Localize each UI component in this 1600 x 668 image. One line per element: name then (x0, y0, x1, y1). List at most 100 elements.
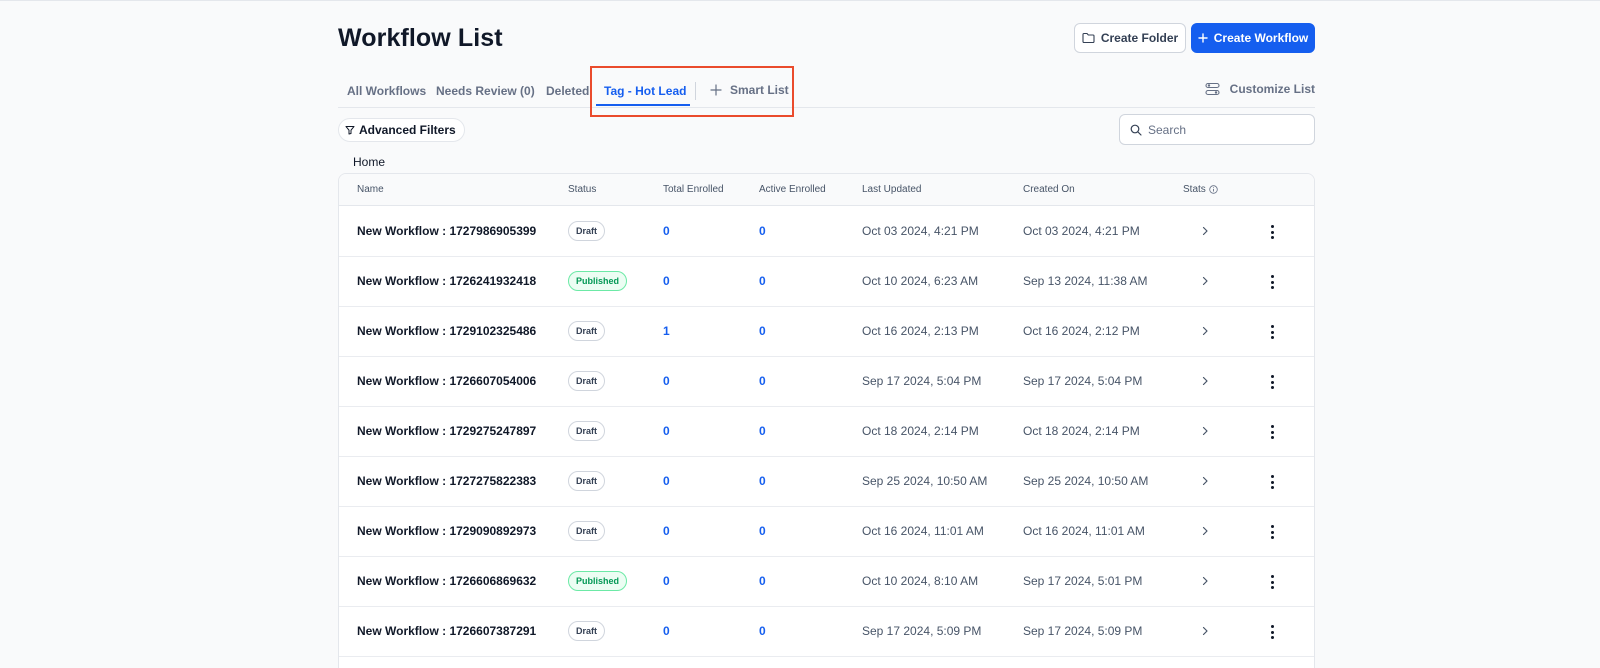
total-enrolled-value[interactable]: 0 (663, 624, 670, 638)
active-enrolled-value[interactable]: 0 (759, 424, 766, 438)
page-content: Workflow List Create Folder Create Workf… (338, 0, 1315, 668)
workflow-name[interactable]: New Workflow : 1727275822383 (357, 474, 537, 488)
active-enrolled-value[interactable]: 0 (759, 274, 766, 288)
tab-all-workflows[interactable]: All Workflows (347, 84, 427, 98)
more-options-icon[interactable] (1266, 223, 1278, 241)
chevron-right-icon[interactable] (1199, 325, 1211, 337)
status-badge: Draft (568, 321, 606, 341)
column-header-created-on[interactable]: Created On (1023, 184, 1075, 195)
created-on-value: Sep 17 2024, 5:09 PM (1023, 624, 1143, 638)
more-options-icon[interactable] (1266, 523, 1278, 541)
table-row[interactable]: New Workflow : 1729102325486 Draft 1 0 Oct 1… (339, 306, 1314, 357)
chevron-right-icon[interactable] (1199, 275, 1211, 287)
search-input[interactable] (1148, 122, 1308, 137)
column-header-name[interactable]: Name (357, 184, 384, 195)
created-on-value: Oct 18 2024, 2:14 PM (1023, 424, 1140, 438)
tab-deleted[interactable]: Deleted (546, 84, 590, 98)
tab-divider (695, 82, 696, 100)
created-on-value: Sep 17 2024, 5:04 PM (1023, 374, 1143, 388)
column-header-stats: Stats (1183, 184, 1218, 195)
customize-list-button[interactable]: Customize List (1205, 82, 1315, 96)
create-folder-label: Create Folder (1100, 31, 1179, 45)
more-options-icon[interactable] (1266, 423, 1278, 441)
status-badge: Draft (568, 621, 606, 641)
more-options-icon[interactable] (1266, 323, 1278, 341)
total-enrolled-value[interactable]: 0 (663, 224, 670, 238)
active-tab-indicator (596, 104, 690, 106)
total-enrolled-value[interactable]: 0 (663, 374, 670, 388)
more-options-icon[interactable] (1266, 473, 1278, 491)
tab-bar: All Workflows Needs Review (0) Deleted T… (338, 66, 1315, 117)
tab-needs-review[interactable]: Needs Review (0) (436, 84, 535, 98)
column-header-status[interactable]: Status (568, 184, 597, 195)
column-header-last-updated[interactable]: Last Updated (862, 184, 922, 195)
create-workflow-label: Create Workflow (1213, 31, 1309, 45)
tab-add-smart-list[interactable]: Smart List (710, 82, 789, 98)
column-header-total-enrolled[interactable]: Total Enrolled (663, 184, 724, 195)
status-badge: Draft (568, 521, 606, 541)
workflow-name[interactable]: New Workflow : 1729102325486 (357, 324, 537, 338)
last-updated-value: Sep 17 2024, 5:04 PM (862, 374, 982, 388)
table-row[interactable]: New Workflow : 1726607387291 Draft 0 0 Sep 1… (339, 606, 1314, 657)
status-badge: Draft (568, 371, 606, 391)
active-enrolled-value[interactable]: 0 (759, 624, 766, 638)
workflow-name[interactable]: New Workflow : 1726607054006 (357, 374, 537, 388)
chevron-right-icon[interactable] (1199, 475, 1211, 487)
active-enrolled-value[interactable]: 0 (759, 574, 766, 588)
chevron-right-icon[interactable] (1199, 525, 1211, 537)
stats-label: Stats (1183, 184, 1206, 195)
folder-icon (1082, 32, 1095, 44)
total-enrolled-value[interactable]: 0 (663, 574, 670, 588)
table-row[interactable]: New Workflow : 1726607054006 Draft 0 0 Sep 1… (339, 356, 1314, 407)
advanced-filters-button[interactable]: Advanced Filters (338, 118, 465, 142)
created-on-value: Sep 13 2024, 11:38 AM (1023, 274, 1148, 288)
workflow-name[interactable]: New Workflow : 1729090892973 (357, 524, 537, 538)
total-enrolled-value[interactable]: 0 (663, 274, 670, 288)
table-row[interactable]: New Workflow : 1727275822383 Draft 0 0 Sep 2… (339, 456, 1314, 507)
table-row[interactable]: New Workflow : 1729275247897 Draft 0 0 Oct 1… (339, 406, 1314, 457)
last-updated-value: Oct 16 2024, 2:13 PM (862, 324, 979, 338)
chevron-right-icon[interactable] (1199, 575, 1211, 587)
created-on-value: Sep 17 2024, 5:01 PM (1023, 574, 1143, 588)
workflow-table: Name Status Total Enrolled Active Enroll… (338, 173, 1315, 668)
tab-tag-hot-lead[interactable]: Tag - Hot Lead (604, 84, 687, 98)
chevron-right-icon[interactable] (1199, 625, 1211, 637)
table-row[interactable]: New Workflow : 1727986905399 Draft 0 0 Oct 0… (339, 206, 1314, 257)
total-enrolled-value[interactable]: 0 (663, 424, 670, 438)
table-row[interactable]: New Workflow : 1729090892973 Draft 0 0 Oct 1… (339, 506, 1314, 557)
created-on-value: Oct 16 2024, 11:01 AM (1023, 524, 1145, 538)
create-workflow-button[interactable]: Create Workflow (1191, 23, 1315, 53)
active-enrolled-value[interactable]: 0 (759, 374, 766, 388)
active-enrolled-value[interactable]: 0 (759, 324, 766, 338)
chevron-right-icon[interactable] (1199, 425, 1211, 437)
sliders-icon (1205, 82, 1220, 96)
workflow-name[interactable]: New Workflow : 1726241932418 (357, 274, 537, 288)
workflow-name[interactable]: New Workflow : 1726607387291 (357, 624, 537, 638)
status-badge: Published (568, 271, 628, 291)
more-options-icon[interactable] (1266, 373, 1278, 391)
total-enrolled-value[interactable]: 0 (663, 524, 670, 538)
last-updated-value: Oct 10 2024, 8:10 AM (862, 574, 979, 588)
create-folder-button[interactable]: Create Folder (1074, 23, 1186, 53)
status-badge: Draft (568, 221, 606, 241)
more-options-icon[interactable] (1266, 573, 1278, 591)
breadcrumb[interactable]: Home (353, 155, 386, 169)
active-enrolled-value[interactable]: 0 (759, 474, 766, 488)
chevron-right-icon[interactable] (1199, 225, 1211, 237)
workflow-name[interactable]: New Workflow : 1727986905399 (357, 224, 537, 238)
workflow-name[interactable]: New Workflow : 1726606869632 (357, 574, 537, 588)
more-options-icon[interactable] (1266, 273, 1278, 291)
total-enrolled-value[interactable]: 0 (663, 474, 670, 488)
total-enrolled-value[interactable]: 1 (663, 324, 670, 338)
chevron-right-icon[interactable] (1199, 375, 1211, 387)
last-updated-value: Oct 03 2024, 4:21 PM (862, 224, 979, 238)
table-row[interactable]: New Workflow : 1726606869632 Published 0 0 O… (339, 556, 1314, 607)
active-enrolled-value[interactable]: 0 (759, 524, 766, 538)
table-row[interactable]: New Workflow : 1726241932418 Published 0 0 O… (339, 256, 1314, 307)
workflow-name[interactable]: New Workflow : 1729275247897 (357, 424, 537, 438)
column-header-active-enrolled[interactable]: Active Enrolled (759, 184, 826, 195)
info-icon[interactable] (1209, 185, 1218, 194)
more-options-icon[interactable] (1266, 623, 1278, 641)
status-badge: Published (568, 571, 628, 591)
active-enrolled-value[interactable]: 0 (759, 224, 766, 238)
